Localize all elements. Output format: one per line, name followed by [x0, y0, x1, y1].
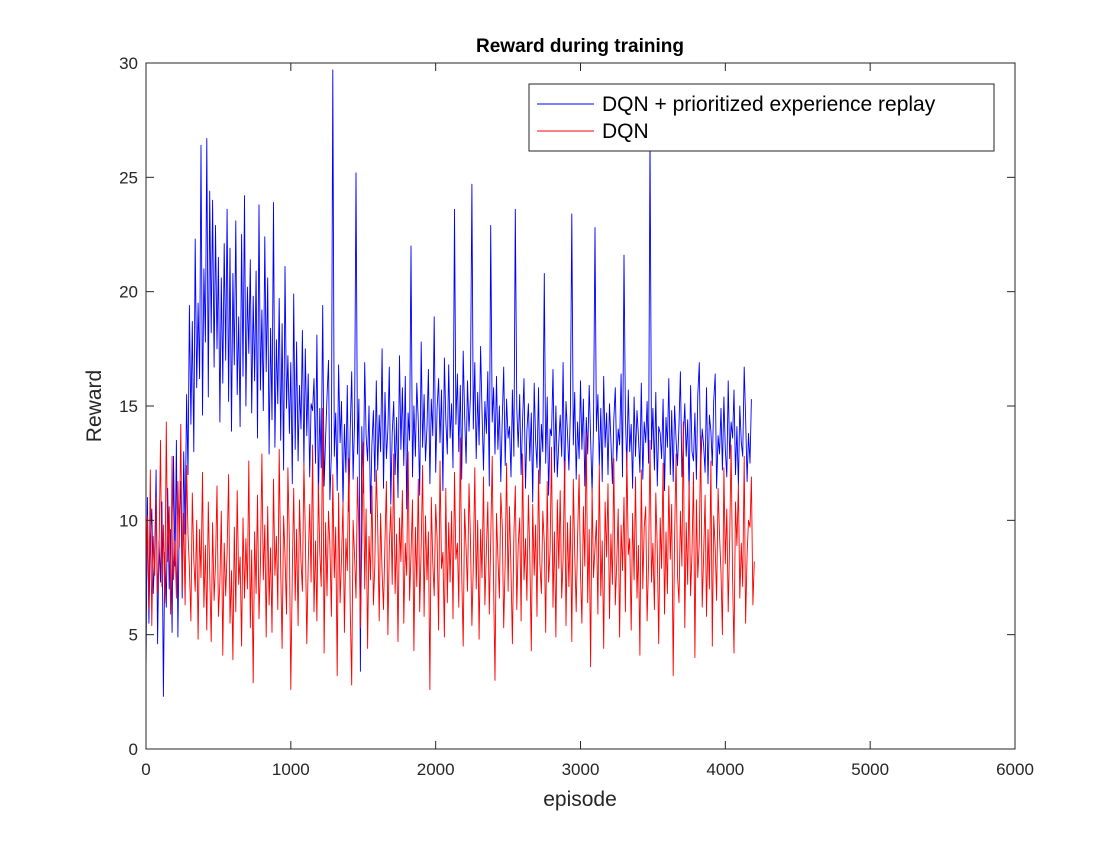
series-layer: [145, 69, 755, 697]
legend-label-dqn: DQN: [602, 120, 649, 143]
y-tick-label: 30: [119, 54, 138, 73]
y-tick-label: 5: [129, 626, 138, 645]
y-axis-label: Reward: [83, 370, 106, 442]
legend: DQN + prioritized experience replay DQN: [528, 83, 995, 152]
x-tick-label: 5000: [851, 760, 889, 779]
y-tick-label: 10: [119, 511, 138, 530]
tick-layer: 0 1000 2000 3000 4000 5000 6000 0 5 10 15 20 25 30: [119, 54, 1034, 779]
y-tick-label: 15: [119, 397, 138, 416]
series-line-dqn: [145, 407, 755, 690]
y-tick-label: 25: [119, 168, 138, 187]
plot-area: [146, 63, 1015, 749]
x-tick-label: 1000: [272, 760, 310, 779]
y-tick-label: 0: [129, 740, 138, 759]
chart-title: Reward during training: [476, 36, 684, 57]
x-tick-label: 2000: [417, 760, 455, 779]
series-line-dqn-per: [145, 69, 752, 697]
x-tick-label: 0: [141, 760, 150, 779]
x-tick-label: 4000: [706, 760, 744, 779]
x-axis-label: episode: [543, 788, 617, 811]
x-tick-label: 3000: [562, 760, 600, 779]
legend-label-dqn-per: DQN + prioritized experience replay: [602, 93, 936, 116]
legend-box: [528, 83, 995, 152]
y-tick-label: 20: [119, 283, 138, 302]
x-tick-label: 6000: [996, 760, 1034, 779]
